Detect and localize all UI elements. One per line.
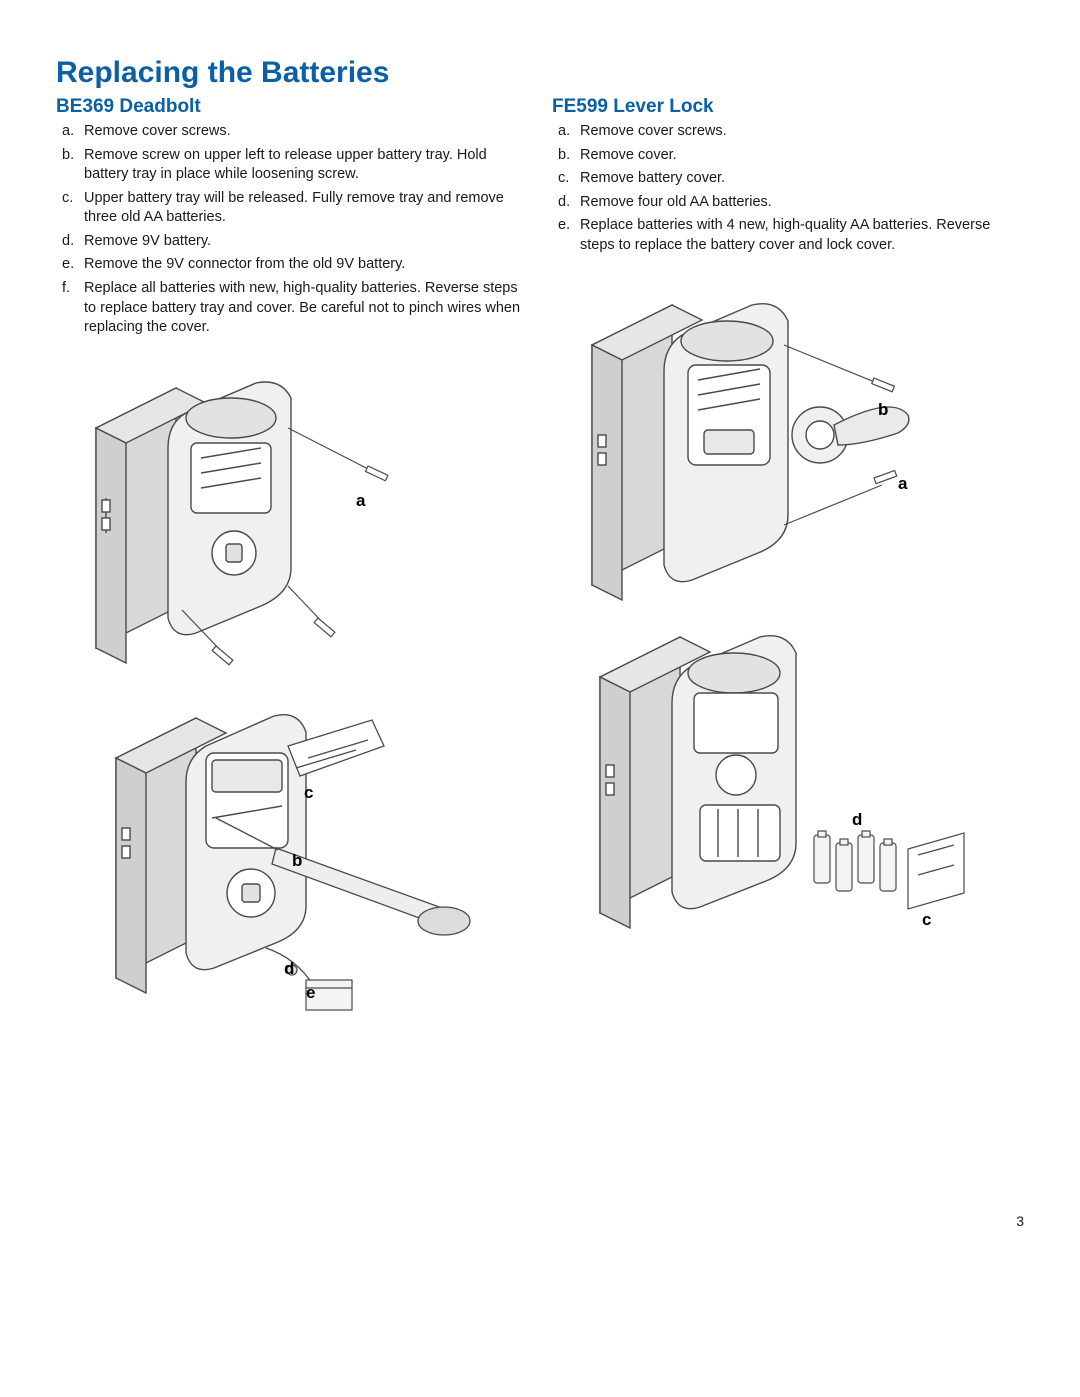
- step-marker: e.: [56, 255, 84, 275]
- step-text: Remove cover.: [580, 146, 1024, 166]
- left-column: BE369 Deadbolt a.Remove cover screws. b.…: [56, 96, 528, 1028]
- callout-d: d: [852, 810, 862, 829]
- step-text: Remove screw on upper left to release up…: [84, 146, 528, 185]
- callout-e: e: [306, 983, 315, 1002]
- step-marker: c.: [552, 169, 580, 189]
- callout-b: b: [878, 400, 888, 419]
- step-text: Remove cover screws.: [580, 122, 1024, 142]
- lever-battery-diagram: d c: [552, 625, 982, 945]
- callout-c: c: [922, 910, 931, 929]
- lever-cover-diagram: b a: [552, 285, 972, 605]
- list-item: a.Remove cover screws.: [552, 122, 1024, 142]
- step-text: Remove cover screws.: [84, 122, 528, 142]
- step-text: Remove 9V battery.: [84, 232, 528, 252]
- right-steps: a.Remove cover screws. b.Remove cover. c…: [552, 122, 1024, 255]
- step-text: Upper battery tray will be released. Ful…: [84, 189, 528, 228]
- step-marker: f.: [56, 279, 84, 338]
- step-marker: a.: [56, 122, 84, 142]
- list-item: c.Remove battery cover.: [552, 169, 1024, 189]
- page-number: 3: [1016, 1213, 1024, 1229]
- step-text: Remove the 9V connector from the old 9V …: [84, 255, 528, 275]
- page-title: Replacing the Batteries: [56, 56, 1024, 90]
- step-text: Replace all batteries with new, high-qua…: [84, 279, 528, 338]
- callout-a: a: [356, 491, 366, 510]
- step-text: Replace batteries with 4 new, high-quali…: [580, 216, 1024, 255]
- left-figure-2: c b d e: [56, 698, 528, 1028]
- list-item: c.Upper battery tray will be released. F…: [56, 189, 528, 228]
- callout-b: b: [292, 851, 302, 870]
- step-marker: b.: [56, 146, 84, 185]
- step-marker: d.: [552, 193, 580, 213]
- callout-c: c: [304, 783, 313, 802]
- list-item: a.Remove cover screws.: [56, 122, 528, 142]
- two-column-layout: BE369 Deadbolt a.Remove cover screws. b.…: [56, 96, 1024, 1028]
- deadbolt-cover-diagram: a: [56, 358, 416, 668]
- deadbolt-internal-diagram: c b d e: [56, 698, 476, 1028]
- callout-d: d: [284, 959, 294, 978]
- list-item: d.Remove 9V battery.: [56, 232, 528, 252]
- step-marker: c.: [56, 189, 84, 228]
- right-column: FE599 Lever Lock a.Remove cover screws. …: [552, 96, 1024, 1028]
- list-item: b.Remove screw on upper left to release …: [56, 146, 528, 185]
- step-marker: d.: [56, 232, 84, 252]
- list-item: f.Replace all batteries with new, high-q…: [56, 279, 528, 338]
- right-heading: FE599 Lever Lock: [552, 96, 1024, 118]
- step-text: Remove battery cover.: [580, 169, 1024, 189]
- left-heading: BE369 Deadbolt: [56, 96, 528, 118]
- step-text: Remove four old AA batteries.: [580, 193, 1024, 213]
- right-figure-2: d c: [552, 625, 1024, 945]
- step-marker: a.: [552, 122, 580, 142]
- right-figure-1: b a: [552, 285, 1024, 605]
- callout-a: a: [898, 474, 908, 493]
- left-steps: a.Remove cover screws. b.Remove screw on…: [56, 122, 528, 338]
- list-item: b.Remove cover.: [552, 146, 1024, 166]
- list-item: e.Replace batteries with 4 new, high-qua…: [552, 216, 1024, 255]
- step-marker: b.: [552, 146, 580, 166]
- page-root: Replacing the Batteries BE369 Deadbolt a…: [0, 0, 1080, 1397]
- step-marker: e.: [552, 216, 580, 255]
- list-item: d.Remove four old AA batteries.: [552, 193, 1024, 213]
- left-figure-1: a: [56, 358, 528, 668]
- list-item: e.Remove the 9V connector from the old 9…: [56, 255, 528, 275]
